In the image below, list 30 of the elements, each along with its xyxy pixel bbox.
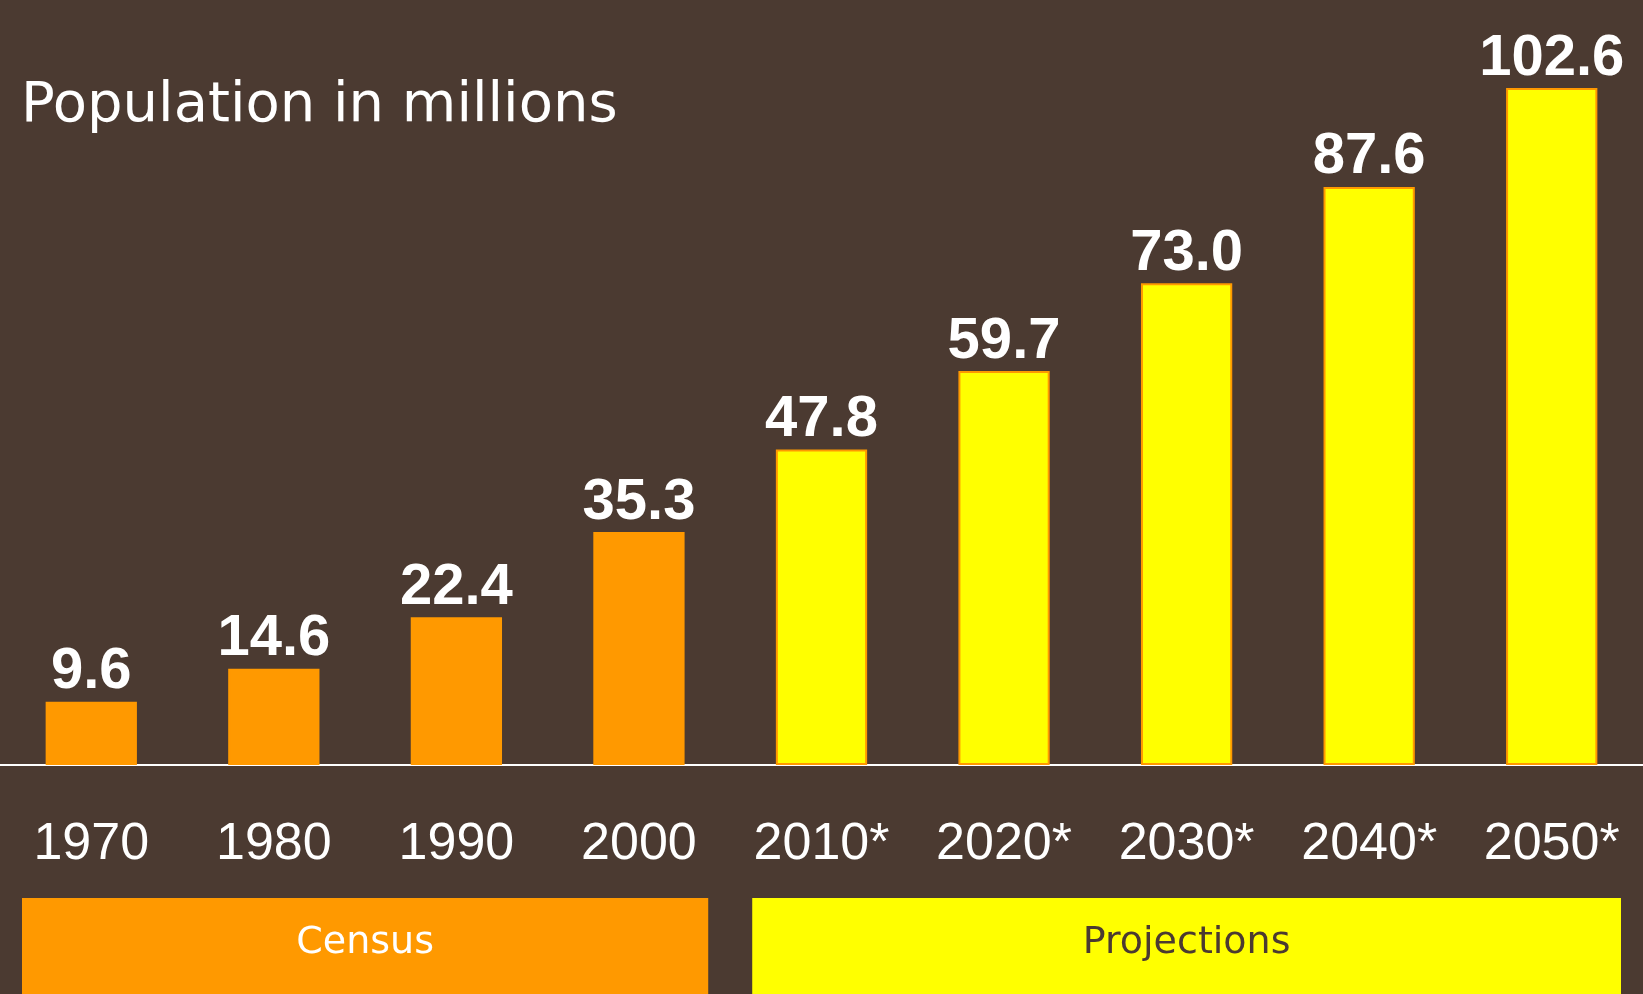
data-label: 47.8 (765, 383, 878, 449)
x-tick-label: 2020* (936, 812, 1073, 870)
x-tick-label: 1980 (215, 812, 332, 870)
x-tick-label: 1990 (398, 812, 515, 870)
chart-title: Population in millions (21, 68, 618, 134)
bar (593, 532, 685, 765)
data-label: 87.6 (1312, 120, 1426, 186)
data-label: 35.3 (582, 465, 696, 531)
data-label: 22.4 (399, 550, 513, 616)
data-label: 73.0 (1130, 216, 1244, 282)
text: Census (296, 918, 434, 962)
bar (228, 668, 320, 765)
x-tick-label: 2050* (1483, 812, 1620, 870)
x-tick-label: 1970 (33, 812, 150, 870)
bar (1140, 283, 1233, 765)
data-label: 14.6 (217, 602, 331, 668)
data-label: 59.7 (947, 304, 1061, 370)
x-tick-label: 2040* (1301, 812, 1438, 870)
bar (1323, 186, 1415, 765)
data-label: 102.6 (1479, 21, 1625, 87)
bar (958, 371, 1050, 765)
text: Projections (1082, 918, 1291, 962)
bar (45, 701, 137, 765)
bar (410, 617, 503, 765)
bar (1506, 88, 1598, 765)
data-label: 9.6 (50, 635, 132, 701)
bar (775, 449, 868, 765)
x-tick-label: 2010* (753, 812, 890, 870)
x-tick-label: 2000 (581, 812, 697, 870)
x-tick-label: 2030* (1118, 812, 1255, 870)
